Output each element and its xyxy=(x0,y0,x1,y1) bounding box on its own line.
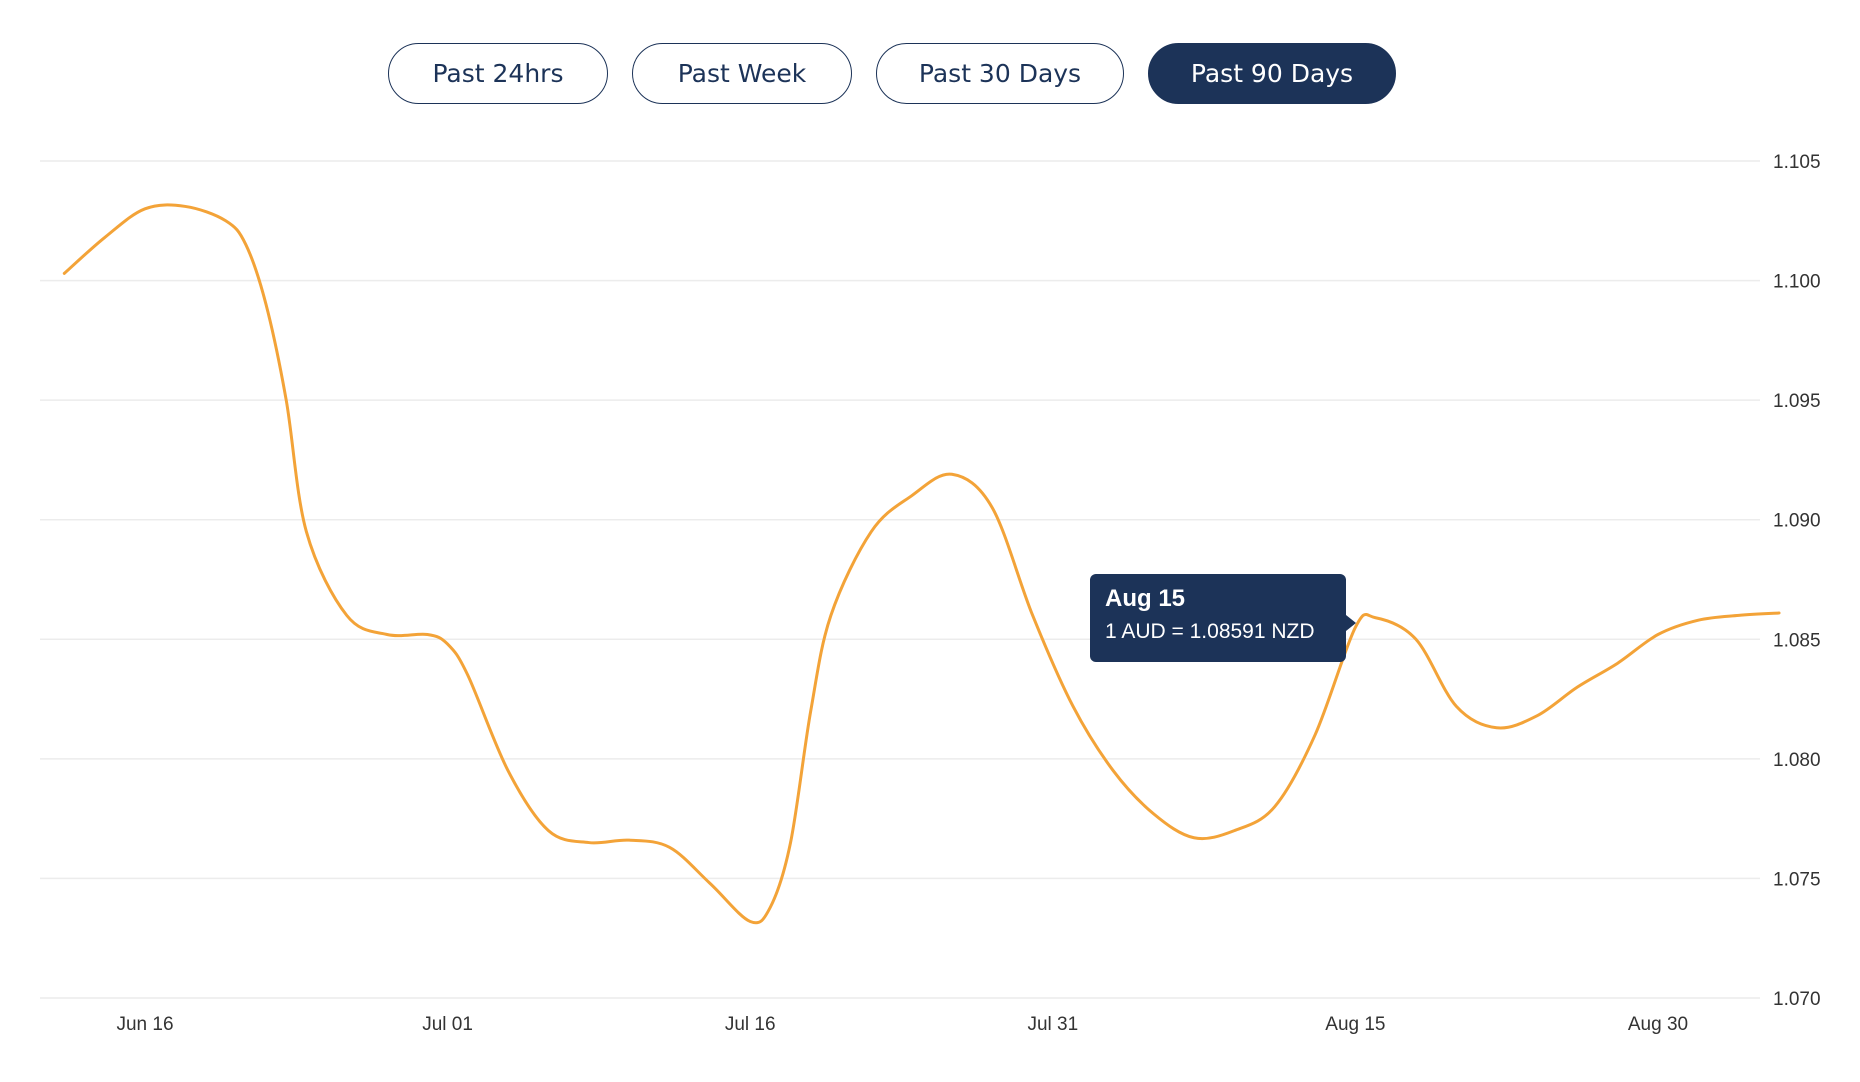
tab-past-90-days[interactable]: Past 90 Days xyxy=(1148,43,1396,104)
x-tick-label: Jun 16 xyxy=(116,1014,173,1035)
x-tick-label: Jul 01 xyxy=(422,1014,473,1035)
hover-tooltip: Aug 15 1 AUD = 1.08591 NZD xyxy=(1090,574,1356,662)
y-tick-label: 1.085 xyxy=(1773,630,1821,651)
y-axis-ticks: 1.105 1.100 1.095 1.090 1.085 1.080 1.075 1.070 xyxy=(1773,152,1821,1010)
x-tick-label: Jul 31 xyxy=(1027,1014,1078,1035)
x-axis-ticks: Jun 16 Jul 01 Jul 16 Jul 31 Aug 15 Aug 30 xyxy=(116,1014,1688,1035)
x-tick-label: Aug 15 xyxy=(1325,1014,1385,1035)
gridlines xyxy=(40,160,1760,999)
tab-past-30-days[interactable]: Past 30 Days xyxy=(876,43,1124,104)
rate-series-line xyxy=(62,203,1781,925)
y-tick-label: 1.070 xyxy=(1773,989,1821,1010)
y-tick-label: 1.100 xyxy=(1773,272,1821,293)
tooltip-rate: 1 AUD = 1.08591 NZD xyxy=(1105,620,1315,643)
x-tick-label: Aug 30 xyxy=(1628,1014,1688,1035)
range-tabs: Past 24hrs Past Week Past 30 Days Past 9… xyxy=(0,43,1822,104)
y-tick-label: 1.105 xyxy=(1773,152,1821,173)
x-tick-label: Jul 16 xyxy=(725,1014,776,1035)
tab-past-24hrs[interactable]: Past 24hrs xyxy=(388,43,608,104)
tooltip-date: Aug 15 xyxy=(1105,585,1186,612)
y-tick-label: 1.090 xyxy=(1773,511,1821,532)
y-tick-label: 1.080 xyxy=(1773,750,1821,771)
tab-past-week[interactable]: Past Week xyxy=(632,43,852,104)
y-tick-label: 1.095 xyxy=(1773,391,1821,412)
y-tick-label: 1.075 xyxy=(1773,869,1821,890)
